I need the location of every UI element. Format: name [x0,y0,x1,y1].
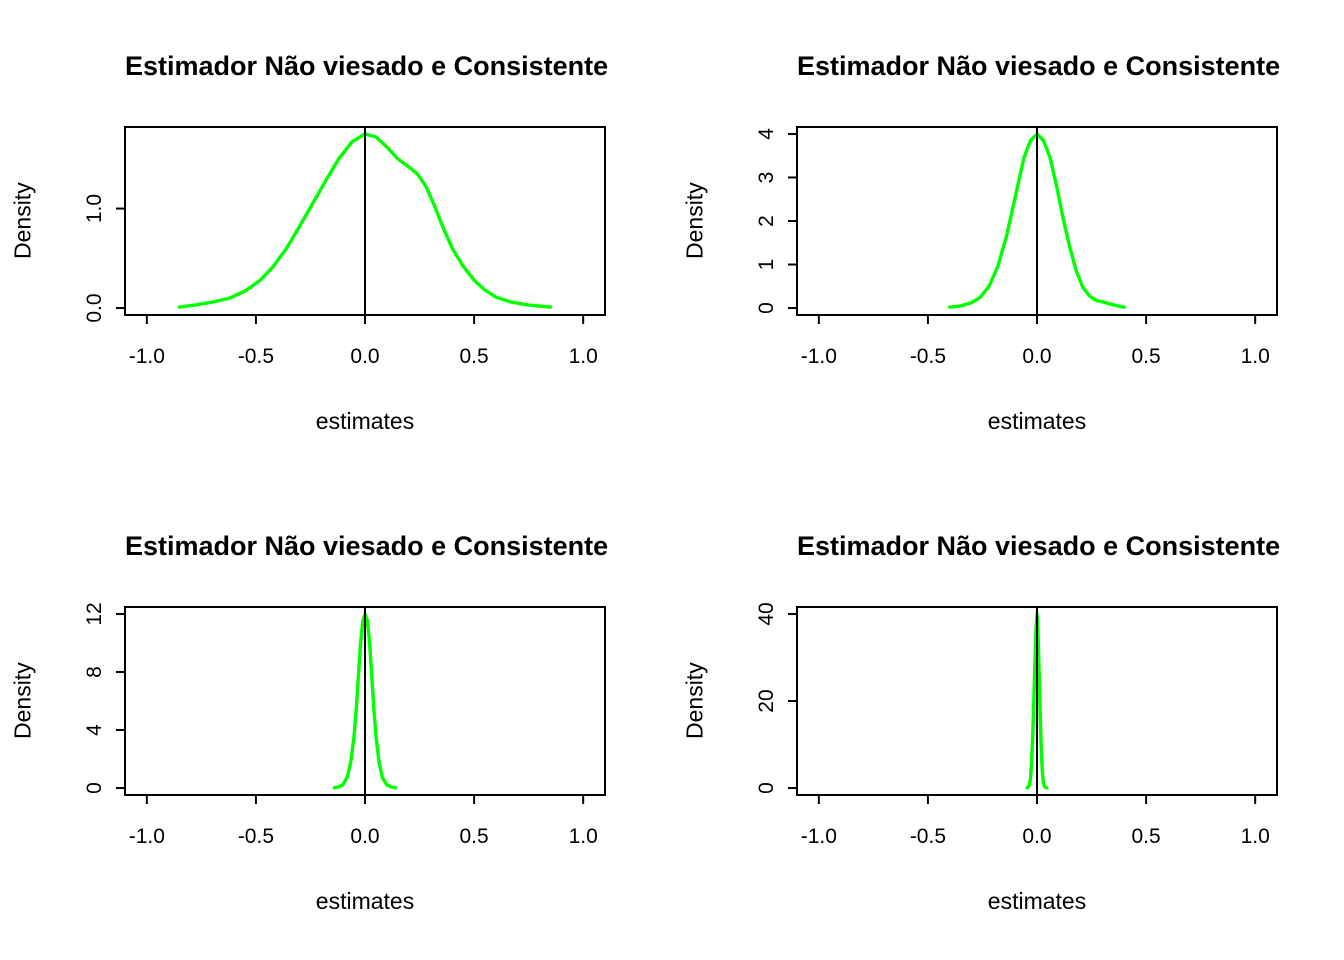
x-tick-label: -1.0 [801,345,837,368]
density-panel-top-left: Estimador Não viesado e Consistente Dens… [0,0,672,480]
x-tick-label: -0.5 [238,825,274,848]
x-tick-label: 0.5 [1131,825,1160,848]
y-tick-label: 4 [755,128,778,140]
x-tick-label: 0.5 [459,345,488,368]
y-tick-label: 1.0 [83,194,106,223]
y-tick-label: 0 [755,302,778,314]
chart-title: Estimador Não viesado e Consistente [125,531,609,561]
x-tick-label: 0.5 [459,825,488,848]
x-tick-label: 0.0 [350,825,379,848]
y-tick-label: 4 [83,724,106,736]
x-tick-label: -0.5 [238,345,274,368]
x-tick-label: 1.0 [569,825,598,848]
density-curve [177,132,553,309]
density-panel-top-right: Estimador Não viesado e Consistente Dens… [672,0,1344,480]
x-axis-label: estimates [987,888,1087,914]
x-axis-label: estimates [315,888,415,914]
y-tick-label: 2 [755,215,778,227]
x-tick-label: 0.5 [1131,345,1160,368]
x-tick-label: 1.0 [569,345,598,368]
y-tick-label: 8 [83,666,106,678]
density-curve [948,132,1126,309]
density-plot: -1.0 -0.5 0.0 0.5 1.0 0 4 8 12 [83,602,606,848]
density-panel-bottom-right: Estimador Não viesado e Consistente Dens… [672,480,1344,960]
y-tick-label: 0 [83,782,106,794]
density-panel-bottom-left: Estimador Não viesado e Consistente Dens… [0,480,672,960]
x-tick-label: 1.0 [1241,825,1270,848]
x-tick-label: 0.0 [1022,825,1051,848]
density-plot: -1.0 -0.5 0.0 0.5 1.0 0 20 40 [755,602,1278,848]
x-axis-label: estimates [315,408,415,434]
chart-title: Estimador Não viesado e Consistente [797,51,1281,81]
x-tick-label: -1.0 [129,825,165,848]
density-plot: -1.0 -0.5 0.0 0.5 1.0 0.0 1.0 [83,126,606,368]
x-tick-label: 0.0 [350,345,379,368]
y-tick-label: 0 [755,782,778,794]
density-plot: -1.0 -0.5 0.0 0.5 1.0 0 1 2 3 4 [755,126,1278,368]
y-tick-label: 40 [755,602,778,625]
chart-title: Estimador Não viesado e Consistente [125,51,609,81]
y-tick-label: 3 [755,172,778,184]
x-tick-label: -1.0 [801,825,837,848]
x-tick-label: -0.5 [910,825,946,848]
y-tick-label: 12 [83,602,106,625]
y-tick-label: 20 [755,689,778,712]
y-tick-label: 0.0 [83,293,106,322]
x-axis-label: estimates [987,408,1087,434]
y-tick-label: 1 [755,259,778,271]
x-tick-label: 0.0 [1022,345,1051,368]
x-tick-label: 1.0 [1241,345,1270,368]
x-tick-label: -0.5 [910,345,946,368]
x-tick-label: -1.0 [129,345,165,368]
chart-title: Estimador Não viesado e Consistente [797,531,1281,561]
